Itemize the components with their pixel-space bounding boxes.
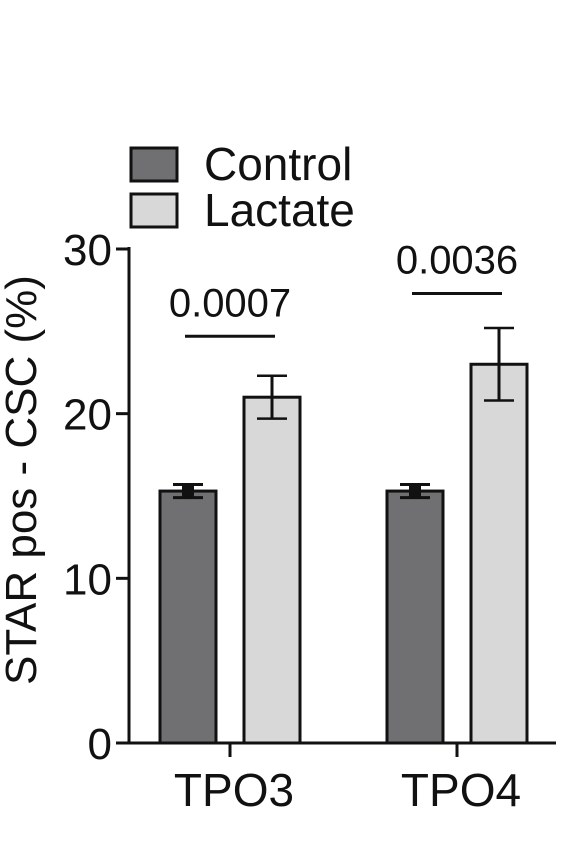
y-axis-title: STAR pos - CSC (%) xyxy=(0,275,46,685)
y-tick-label: 10 xyxy=(63,555,112,604)
legend-label-lactate: Lactate xyxy=(204,184,355,236)
legend-swatch-lactate xyxy=(129,192,179,229)
bar-lactate-tpo3 xyxy=(242,395,302,745)
y-ticks: 0 10 20 30 xyxy=(63,226,129,769)
legend: Control Lactate xyxy=(129,138,355,236)
legend-label-control: Control xyxy=(204,138,352,190)
x-tick-label: TPO3 xyxy=(174,764,294,816)
bar-control-tpo4 xyxy=(385,489,445,745)
y-tick-label: 30 xyxy=(63,226,112,275)
error-bars xyxy=(173,326,514,500)
x-tick-label: TPO4 xyxy=(401,764,521,816)
bar-lactate-tpo4 xyxy=(469,362,529,745)
bars xyxy=(158,362,529,745)
p-value-label: 0.0036 xyxy=(396,238,518,282)
p-value-label: 0.0007 xyxy=(169,281,291,325)
y-tick-label: 0 xyxy=(88,720,112,769)
legend-swatch-control xyxy=(129,146,179,183)
x-ticks: TPO3 TPO4 xyxy=(174,743,521,816)
significance-annotations: 0.0007 0.0036 xyxy=(169,238,518,338)
y-tick-label: 20 xyxy=(63,391,112,440)
bar-control-tpo3 xyxy=(158,489,218,745)
